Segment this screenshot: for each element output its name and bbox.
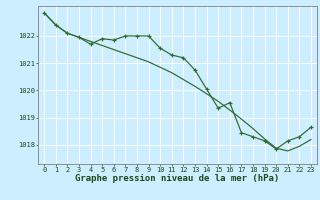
X-axis label: Graphe pression niveau de la mer (hPa): Graphe pression niveau de la mer (hPa) xyxy=(76,174,280,183)
